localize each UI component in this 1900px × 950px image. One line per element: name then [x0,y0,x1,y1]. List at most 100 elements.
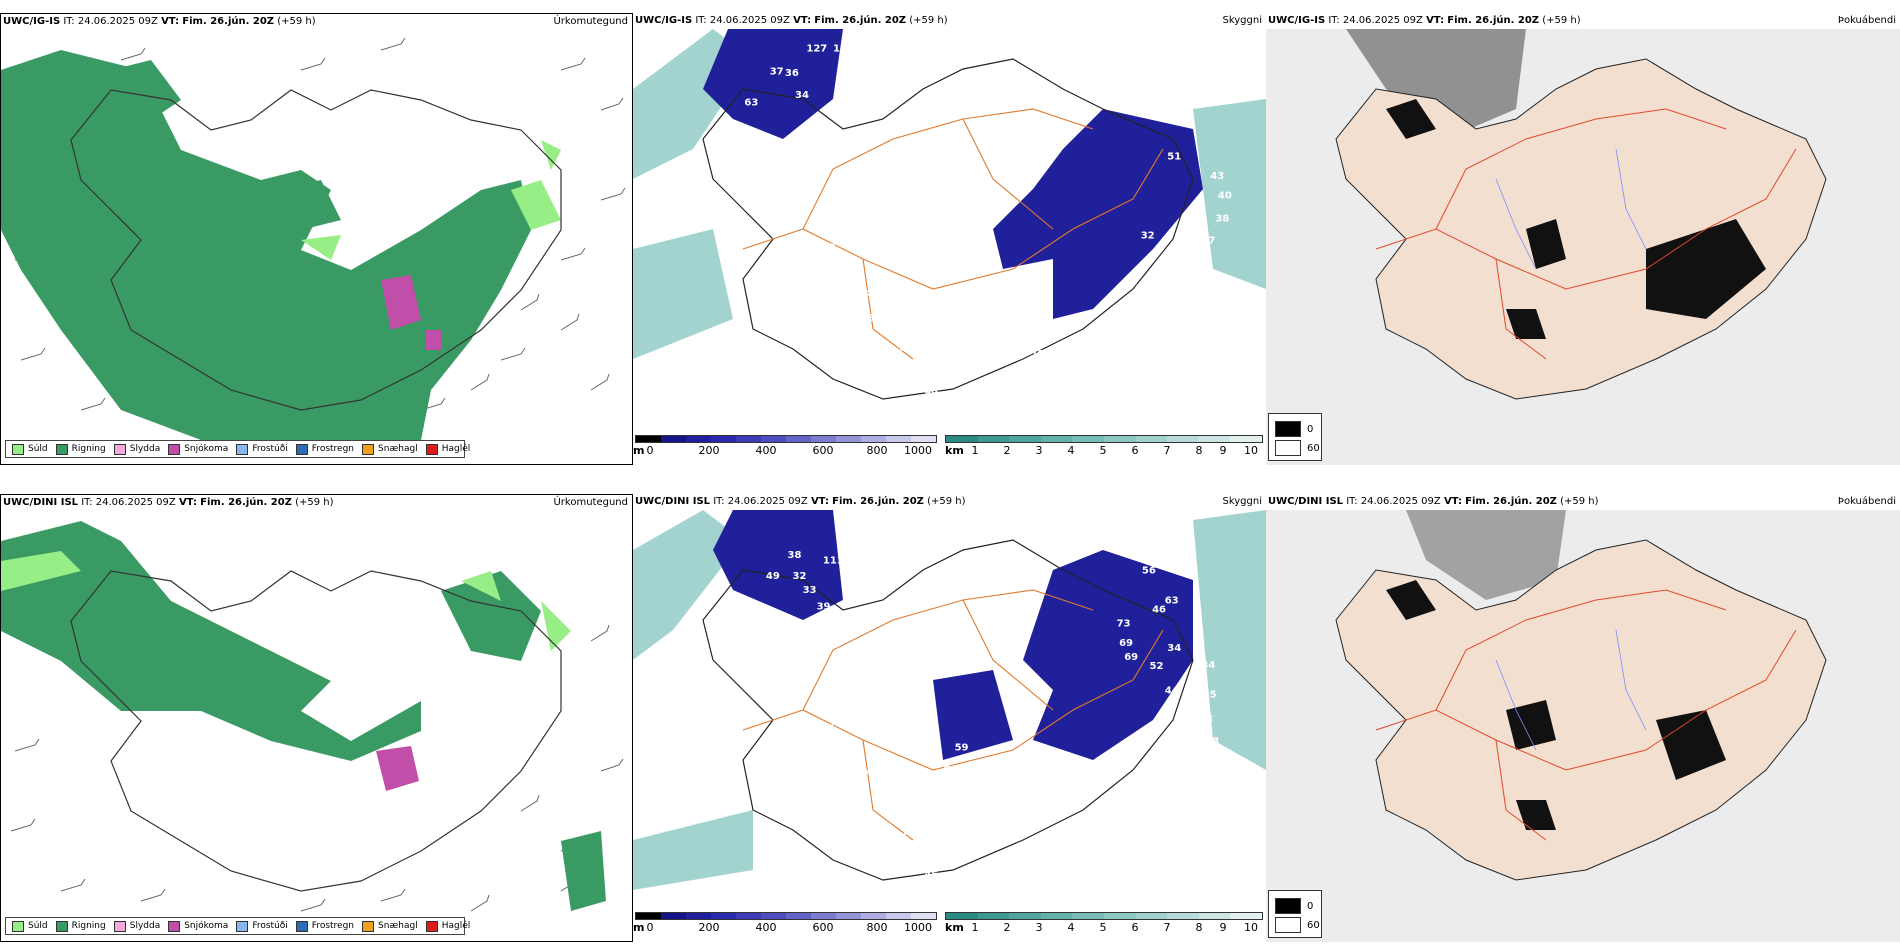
dark-background-n [1406,510,1566,600]
it-value: 24.06.2025 09Z [709,15,790,26]
rain-area-east [441,571,606,911]
cloudbase-tick: 800 [866,444,888,457]
precip-type-map [1,37,626,450]
color-step [1135,436,1168,442]
cloudbase-value-label: 62 [788,154,802,165]
fog-swatch-dark [1275,421,1301,437]
cloudbase-value-label: 43 [955,263,969,274]
cloudbase-color-scale [635,435,937,443]
color-step [911,913,936,919]
rain-area [1,50,531,450]
visibility-tick: 10 [1244,921,1258,934]
visibility-tick: 2 [1003,444,1011,457]
cloudbase-value-label: 25 [1203,690,1217,701]
color-step [786,436,811,442]
legend-swatch [362,920,375,932]
cloudbase-value-label: 37 [1201,236,1215,247]
visibility-tick: 8 [1195,444,1203,457]
color-step [1009,913,1041,919]
color-step [1040,436,1073,442]
legend-item: Slydda [113,443,160,455]
model-name: UWC/DINI ISL [3,497,79,508]
color-step [711,913,736,919]
legend-swatch [425,920,438,932]
cloudbase-value-label: 45 [924,870,938,881]
roads [1375,589,1797,841]
legend-item: Snjókoma [168,443,228,455]
cloudbase-value-label: 66 [817,330,831,341]
cloudbase-value-label: 37 [1076,361,1090,372]
visibility-tick: 7 [1163,921,1171,934]
color-step [886,913,911,919]
fog-legend-row: 0 [1275,898,1313,914]
rain-area-north [111,60,341,230]
color-step [1230,436,1262,442]
visibility-panel-row1: UWC/IG-IS IT: 24.06.2025 09Z VT: Fim. 26… [633,13,1266,465]
cloudbase-value-label: 55 [810,261,824,272]
cloudbase-value-label: 38 [1215,214,1229,225]
legend-item: Snjókoma [168,920,228,932]
cloudbase-value-label: 28 [1076,843,1090,854]
cloudbase-value-label: 69 [1124,652,1138,663]
cloudbase-tick: 400 [755,921,777,934]
visibility-shading [633,510,1266,890]
panel-header: UWC/IG-IS IT: 24.06.2025 09Z VT: Fim. 26… [1266,13,1900,29]
vt-value: Fim. 26.jún. 20Z [200,497,292,508]
cloudbase-value-label: 46 [865,289,879,300]
color-step [886,436,911,442]
cloudbase-value-label: 63 [1165,595,1179,606]
it-label: IT: [713,496,725,507]
visibility-tick: 1 [971,921,979,934]
legend-swatch [55,443,68,455]
panel-header: UWC/DINI ISL IT: 24.06.2025 09Z VT: Fim.… [633,494,1266,510]
legend-item: Frostúði [236,443,288,455]
visibility-tick: 5 [1099,921,1107,934]
color-step [1103,436,1136,442]
cloudbase-value-label: 56 [1142,566,1156,577]
panel-title: Úrkomutegund [553,497,628,508]
panel-title: Þokuábendi [1837,496,1896,507]
panel-title: Úrkomutegund [553,16,628,27]
legend-item: Snæhagl [362,920,418,932]
color-step [636,913,661,919]
cloudbase-value-label: 39 [817,602,831,613]
color-step [1167,913,1199,919]
color-step [977,436,1010,442]
cloudbase-value-label: 82 [833,308,847,319]
fog-indicator-map [1266,29,1900,465]
cloudbase-unit: m [633,444,645,457]
fog-legend-high: 60 [1307,442,1320,454]
cloudbase-tick: 200 [698,921,720,934]
color-step [661,436,686,442]
cloudbase-tick: 200 [698,444,720,457]
cloudbase-value-label: 51 [1167,152,1181,163]
legend-swatch [236,920,249,932]
panel-header: UWC/DINI ISL IT: 24.06.2025 09Z VT: Fim.… [1,495,632,511]
cloudbase-value-label: 32 [1141,230,1155,241]
visibility-tick: 9 [1219,921,1227,934]
legend-swatch [113,443,126,455]
vt-label: VT: [1426,15,1445,26]
color-step [1072,913,1104,919]
fog-dark-patches [1386,580,1726,830]
precip-type-panel-row1: UWC/IG-IS IT: 24.06.2025 09Z VT: Fim. 26… [0,13,633,465]
vt-value: Fim. 26.jún. 20Z [182,16,275,27]
cloudbase-shading-e [933,550,1193,760]
cloudbase-value-label: 37 [770,67,784,78]
cloudbase-value-label: 32 [793,571,807,582]
fog-legend-row: 60 [1275,917,1320,933]
rivers [1495,148,1647,270]
fog-legend-high: 60 [1307,919,1320,931]
color-step [861,913,886,919]
precip-type-legend: Súld Rigning Slydda Snjókoma Frostúði Fr… [5,440,470,458]
panel-title: Þokuábendi [1837,15,1896,26]
legend-swatch [425,443,438,455]
it-label: IT: [81,497,93,508]
visibility-color-scale [945,912,1263,920]
legend-swatch [236,443,249,455]
cloudbase-value-label: 34 [1041,317,1055,328]
cloudbase-value-label: 28 [1199,714,1213,725]
lead-time: (+59 h) [909,15,948,26]
cloudbase-value-label: 34 [1162,748,1176,759]
